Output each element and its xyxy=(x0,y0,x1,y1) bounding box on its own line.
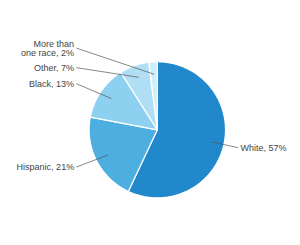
svg-text:Black, 13%: Black, 13% xyxy=(29,79,74,89)
svg-text:Other, 7%: Other, 7% xyxy=(34,63,74,73)
svg-text:Hispanic, 21%: Hispanic, 21% xyxy=(17,162,75,172)
svg-text:White, 57%: White, 57% xyxy=(241,143,287,153)
svg-text:More thanone race, 2%: More thanone race, 2% xyxy=(21,39,74,58)
